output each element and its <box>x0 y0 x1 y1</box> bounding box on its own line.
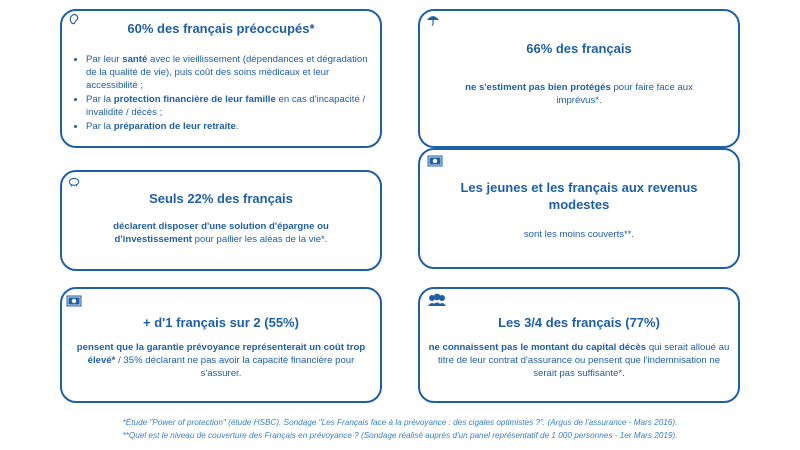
card-savings: Seuls 22% des français déclarent dispose… <box>60 170 382 271</box>
ear-icon <box>69 13 79 25</box>
card-preoccupied: 60% des français préoccupés* Par leur sa… <box>60 9 382 148</box>
banknote-icon <box>427 155 443 167</box>
card-not-protected: 66% des français ne s'estiment pas bien … <box>418 9 740 148</box>
card-text: sont les moins couverts**. <box>523 229 635 240</box>
umbrella-icon <box>427 16 439 26</box>
card-title: Les 3/4 des français (77%) <box>498 315 660 330</box>
card-title: 66% des français <box>526 41 632 56</box>
card-death-capital: Les 3/4 des français (77%) ne connaissen… <box>418 287 740 403</box>
banknote-icon <box>66 295 82 307</box>
card-text: ne connaissent pas le montant du capital… <box>428 342 730 379</box>
piggy-bank-icon <box>68 177 80 187</box>
card-text: déclarent disposer d'une solution d'épar… <box>113 221 329 245</box>
card-title: Seuls 22% des français <box>149 191 293 206</box>
footnote-2: **Quel est le niveau de couverture des F… <box>122 431 678 440</box>
card-title: + d'1 français sur 2 (55%) <box>143 315 299 330</box>
footnote-1: *Étude "Power of protection" (étude HSBC… <box>122 418 678 427</box>
card-text: ne s'estiment pas bien protégés pour fai… <box>465 82 693 106</box>
card-young-low-income: Les jeunes et les français aux revenus m… <box>418 148 740 269</box>
list-item: Par la préparation de leur retraite. <box>86 120 368 133</box>
concern-list: Par leur santé avec le vieillissement (d… <box>72 53 368 134</box>
card-title: 60% des français préoccupés* <box>127 21 315 36</box>
list-item: Par leur santé avec le vieillissement (d… <box>86 53 368 92</box>
card-text: pensent que la garantie prévoyance repré… <box>76 342 366 379</box>
group-icon <box>428 293 446 306</box>
list-item: Par la protection financière de leur fam… <box>86 93 368 119</box>
card-title: Les jeunes et les français aux revenus m… <box>460 180 698 212</box>
card-cost-too-high: + d'1 français sur 2 (55%) pensent que l… <box>60 287 382 403</box>
